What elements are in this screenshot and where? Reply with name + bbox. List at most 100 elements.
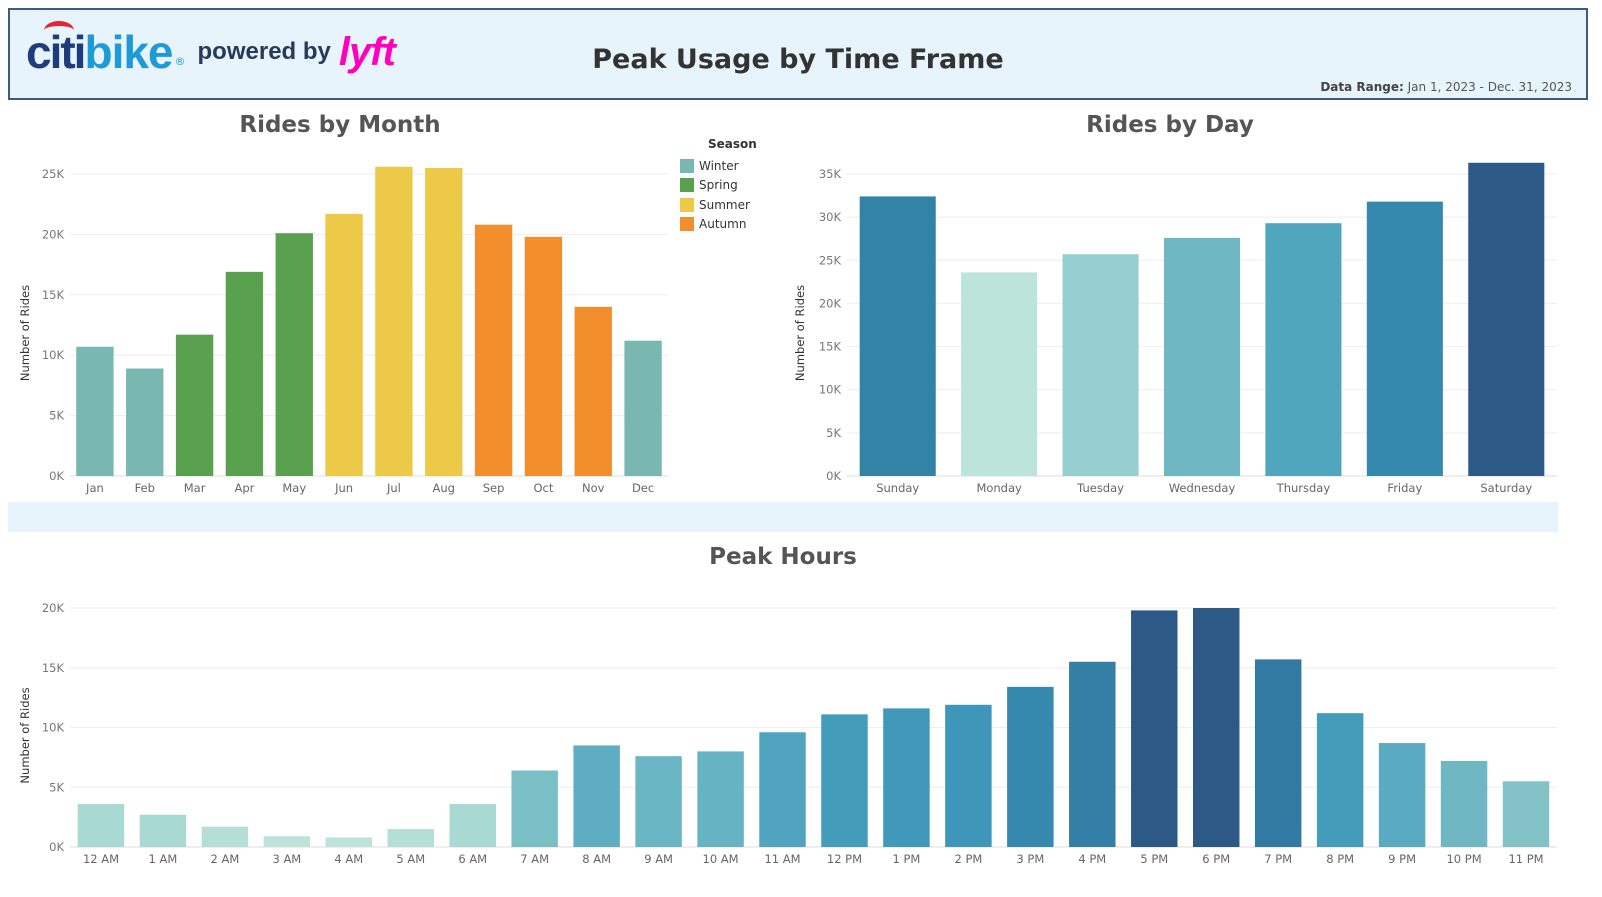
month-x-label: Jan — [85, 481, 104, 495]
day-ytick-label: 25K — [819, 253, 842, 267]
section-divider-band — [8, 502, 1558, 532]
day-ytick-label: 35K — [819, 167, 842, 181]
day-x-label: Tuesday — [1076, 481, 1124, 495]
month-x-label: Jul — [386, 481, 401, 495]
month-bar — [524, 236, 563, 476]
day-x-label: Monday — [976, 481, 1022, 495]
day-y-axis-label: Number of Rides — [793, 285, 807, 381]
legend-swatch-summer — [680, 197, 694, 212]
day-bar — [1366, 201, 1443, 476]
month-bar — [275, 233, 313, 476]
month-ytick-label: 10K — [42, 348, 65, 362]
hour-ytick-label: 5K — [49, 780, 64, 794]
hour-bar — [1069, 661, 1116, 847]
month-bar — [624, 340, 662, 476]
hour-bar — [697, 751, 744, 847]
hour-bar — [635, 756, 682, 847]
legend-item-winter[interactable]: Winter — [680, 156, 757, 176]
hour-x-label: 2 PM — [954, 852, 982, 866]
citibike-lyft-logo: citi bike ® powered by lyft — [26, 21, 396, 82]
day-bar — [859, 196, 936, 477]
legend-item-autumn[interactable]: Autumn — [680, 215, 757, 235]
hours-chart-title: Peak Hours — [709, 544, 857, 570]
month-ytick-label: 5K — [49, 409, 64, 423]
month-x-label: Sep — [483, 481, 505, 495]
hour-bar — [1131, 610, 1178, 847]
hour-x-label: 12 PM — [827, 852, 862, 866]
day-chart-title: Rides by Day — [1086, 112, 1254, 138]
logo-lyft: lyft — [338, 29, 396, 74]
season-legend: Season Winter Spring Summer Autumn — [680, 137, 757, 234]
day-ytick-label: 5K — [826, 426, 841, 440]
month-bar — [175, 334, 214, 476]
hour-bar — [1254, 659, 1302, 847]
header-banner: citi bike ® powered by lyft Peak Usage b… — [8, 8, 1588, 100]
hour-bar — [387, 829, 435, 847]
month-y-axis-label: Number of Rides — [18, 285, 32, 381]
month-ytick-label: 15K — [42, 288, 65, 302]
logo-powered-by: powered by — [197, 38, 331, 65]
hour-x-label: 10 AM — [703, 852, 739, 866]
hour-ytick-label: 10K — [42, 721, 65, 735]
month-x-label: May — [282, 481, 306, 495]
legend-swatch-autumn — [680, 217, 694, 232]
day-ytick-label: 30K — [819, 210, 842, 224]
hour-bar — [201, 826, 249, 847]
hour-y-axis-label: Number of Rides — [18, 687, 32, 783]
day-ytick-label: 20K — [819, 296, 842, 310]
legend-label-summer: Summer — [699, 197, 750, 212]
day-ytick-label: 10K — [819, 383, 842, 397]
hour-ytick-label: 15K — [42, 661, 65, 675]
hour-bar — [449, 803, 496, 847]
hour-bar — [325, 837, 373, 847]
logo-citi: citi — [26, 21, 86, 79]
hour-x-label: 8 AM — [582, 852, 611, 866]
month-bar — [76, 346, 114, 476]
hour-x-label: 9 AM — [644, 852, 673, 866]
hour-bar — [263, 836, 311, 847]
hour-ytick-label: 20K — [42, 601, 65, 615]
hour-x-label: 4 AM — [334, 852, 363, 866]
month-x-label: Jun — [334, 481, 353, 495]
hour-bar — [1378, 743, 1426, 847]
hour-x-label: 4 PM — [1078, 852, 1106, 866]
logo-registered: ® — [174, 54, 186, 68]
month-x-label: Feb — [135, 481, 155, 495]
hour-bar — [821, 714, 868, 847]
hour-x-label: 1 PM — [893, 852, 921, 866]
month-bar — [574, 306, 612, 476]
month-ytick-label: 0K — [49, 469, 64, 483]
hour-x-label: 3 PM — [1016, 852, 1044, 866]
hour-bar — [77, 803, 125, 847]
hour-ytick-label: 0K — [49, 840, 64, 854]
day-bar — [1062, 254, 1139, 476]
month-x-label: Oct — [533, 481, 553, 495]
month-x-label: Dec — [632, 481, 654, 495]
hour-bar — [1192, 608, 1240, 847]
month-bar — [126, 368, 164, 476]
hour-x-label: 3 AM — [272, 852, 301, 866]
day-ytick-label: 0K — [826, 469, 841, 483]
legend-swatch-spring — [680, 178, 694, 193]
hour-x-label: 11 PM — [1508, 852, 1543, 866]
month-x-label: Nov — [582, 481, 605, 495]
hour-bar — [1440, 760, 1488, 847]
hour-x-label: 10 PM — [1446, 852, 1481, 866]
hour-x-label: 7 PM — [1264, 852, 1292, 866]
day-ytick-label: 15K — [819, 340, 842, 354]
legend-label-winter: Winter — [699, 158, 739, 173]
month-bar — [375, 166, 413, 476]
hour-x-label: 8 PM — [1326, 852, 1354, 866]
legend-item-summer[interactable]: Summer — [680, 195, 757, 215]
month-x-label: Aug — [433, 481, 455, 495]
month-x-label: Mar — [184, 481, 206, 495]
hour-x-label: 7 AM — [520, 852, 549, 866]
day-x-label: Wednesday — [1169, 481, 1236, 495]
day-x-label: Sunday — [876, 481, 919, 495]
legend-item-spring[interactable]: Spring — [680, 176, 757, 196]
day-x-label: Saturday — [1480, 481, 1532, 495]
month-ytick-label: 20K — [42, 227, 65, 241]
hour-bar — [573, 745, 620, 847]
